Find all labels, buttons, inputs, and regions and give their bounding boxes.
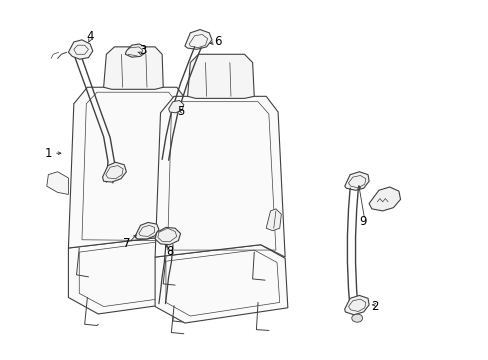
Polygon shape xyxy=(184,30,212,49)
Polygon shape xyxy=(368,187,400,211)
Text: 6: 6 xyxy=(213,35,221,48)
Text: 1: 1 xyxy=(44,147,52,160)
Polygon shape xyxy=(155,96,285,257)
Polygon shape xyxy=(155,245,287,323)
Text: 5: 5 xyxy=(177,105,184,118)
Polygon shape xyxy=(155,228,180,245)
Text: 2: 2 xyxy=(370,300,378,313)
Polygon shape xyxy=(125,44,145,57)
Polygon shape xyxy=(68,40,93,59)
Polygon shape xyxy=(68,236,201,314)
Polygon shape xyxy=(344,296,368,315)
Polygon shape xyxy=(265,209,281,231)
Circle shape xyxy=(351,314,362,322)
Text: 7: 7 xyxy=(122,237,130,249)
Polygon shape xyxy=(102,162,126,182)
Polygon shape xyxy=(68,87,198,248)
Text: 4: 4 xyxy=(86,31,94,44)
Polygon shape xyxy=(47,172,68,194)
Polygon shape xyxy=(103,47,163,89)
Polygon shape xyxy=(187,54,254,98)
Text: 3: 3 xyxy=(139,45,146,58)
Polygon shape xyxy=(344,172,368,190)
Text: 8: 8 xyxy=(166,245,173,258)
Text: 9: 9 xyxy=(358,215,366,228)
Polygon shape xyxy=(135,222,159,239)
Polygon shape xyxy=(168,100,183,113)
